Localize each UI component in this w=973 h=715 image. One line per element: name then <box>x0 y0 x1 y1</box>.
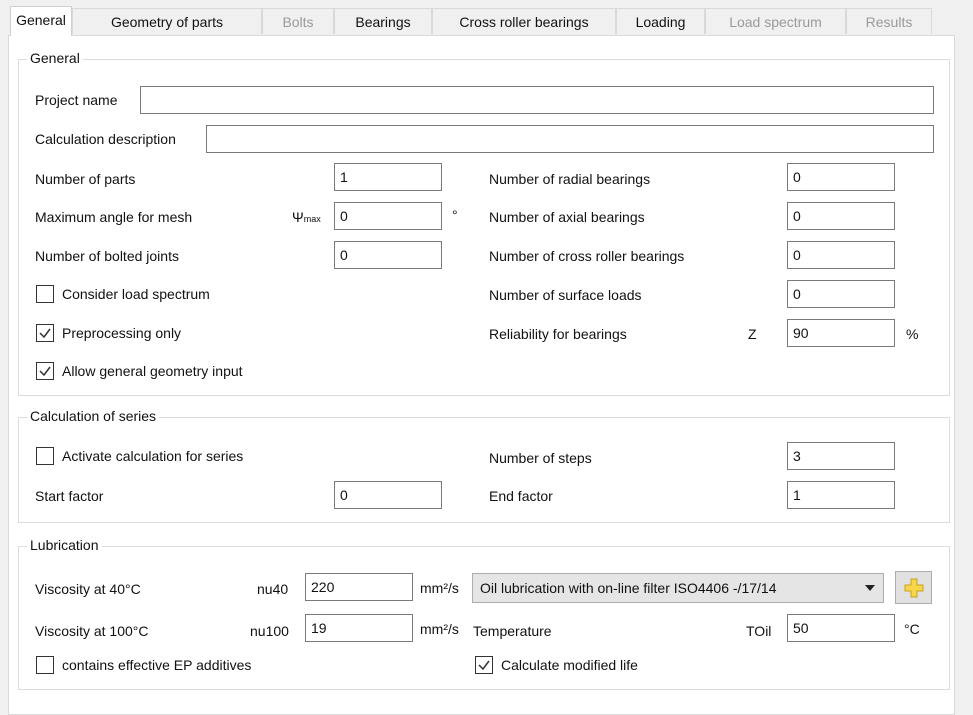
degree-unit: ° <box>452 207 458 223</box>
num-axial-input[interactable]: 0 <box>787 202 895 230</box>
start-factor-label: Start factor <box>35 488 104 504</box>
num-axial-label: Number of axial bearings <box>489 209 645 225</box>
temperature-input[interactable]: 50 <box>787 614 895 642</box>
preprocessing-only-checkbox[interactable] <box>36 324 54 342</box>
start-factor-input[interactable]: 0 <box>334 481 442 509</box>
group-title: Calculation of series <box>27 408 160 424</box>
check-icon <box>478 660 490 671</box>
temperature-symbol: TOil <box>746 623 772 639</box>
calc-description-input[interactable] <box>206 125 934 153</box>
check-icon <box>39 366 51 377</box>
temperature-label: Temperature <box>473 623 552 639</box>
tab-results[interactable]: Results <box>846 8 932 34</box>
num-radial-input[interactable]: 0 <box>787 163 895 191</box>
activate-series-checkbox[interactable] <box>36 447 54 465</box>
allow-general-geometry-checkbox[interactable] <box>36 362 54 380</box>
visc100-label: Viscosity at 100°C <box>35 623 149 639</box>
num-cross-input[interactable]: 0 <box>787 241 895 269</box>
modified-life-checkbox[interactable] <box>475 656 493 674</box>
reliability-input[interactable]: 90 <box>787 319 895 347</box>
reliability-label: Reliability for bearings <box>489 326 627 342</box>
num-steps-label: Number of steps <box>489 450 592 466</box>
tab-cross-roller-bearings[interactable]: Cross roller bearings <box>432 8 616 34</box>
project-name-input[interactable] <box>140 86 934 114</box>
visc40-unit: mm²/s <box>420 580 459 596</box>
preprocessing-only-label: Preprocessing only <box>62 325 182 341</box>
visc40-label: Viscosity at 40°C <box>35 581 141 597</box>
celsius-unit: °C <box>904 621 920 637</box>
reliability-symbol: Z <box>748 326 757 342</box>
num-steps-input[interactable]: 3 <box>787 442 895 470</box>
percent-unit: % <box>906 326 919 342</box>
check-icon <box>39 328 51 339</box>
end-factor-input[interactable]: 1 <box>787 481 895 509</box>
num-parts-input[interactable]: 1 <box>334 163 442 191</box>
group-general: General <box>18 50 950 396</box>
tab-loading[interactable]: Loading <box>616 8 705 34</box>
num-radial-label: Number of radial bearings <box>489 171 651 187</box>
group-lubrication: Lubrication <box>18 537 950 690</box>
activate-series-label: Activate calculation for series <box>62 448 244 464</box>
symbol-sub: max <box>303 214 321 224</box>
max-angle-input[interactable]: 0 <box>334 202 442 230</box>
ep-additives-label: contains effective EP additives <box>62 657 252 673</box>
allow-general-geometry-label: Allow general geometry input <box>62 363 243 379</box>
visc100-symbol: nu100 <box>250 623 289 639</box>
visc100-input[interactable]: 19 <box>305 614 413 642</box>
tab-bearings[interactable]: Bearings <box>334 8 432 34</box>
num-cross-label: Number of cross roller bearings <box>489 248 685 264</box>
lubrication-type-dropdown[interactable]: Oil lubrication with on-line filter ISO4… <box>472 573 884 603</box>
visc40-input[interactable]: 220 <box>305 573 413 601</box>
project-name-label: Project name <box>35 92 118 108</box>
num-surface-label: Number of surface loads <box>489 287 642 303</box>
tab-bolts[interactable]: Bolts <box>262 8 334 34</box>
group-title: General <box>27 50 83 66</box>
tab-load-spectrum[interactable]: Load spectrum <box>705 8 846 34</box>
num-parts-label: Number of parts <box>35 171 136 187</box>
modified-life-label: Calculate modified life <box>501 657 638 673</box>
calc-description-label: Calculation description <box>35 131 176 147</box>
end-factor-label: End factor <box>489 488 553 504</box>
chevron-down-icon <box>865 585 875 591</box>
max-angle-label: Maximum angle for mesh <box>35 209 193 225</box>
symbol: Ψ <box>292 209 304 225</box>
dropdown-selected: Oil lubrication with on-line filter ISO4… <box>480 580 777 596</box>
ep-additives-checkbox[interactable] <box>36 656 54 674</box>
visc100-unit: mm²/s <box>420 621 459 637</box>
plus-icon <box>904 578 924 598</box>
group-calculation-of-series: Calculation of series <box>18 408 950 523</box>
tab-general[interactable]: General <box>10 6 72 36</box>
num-surface-input[interactable]: 0 <box>787 280 895 308</box>
tab-geometry-of-parts[interactable]: Geometry of parts <box>72 8 262 34</box>
add-lubricant-button[interactable] <box>895 571 932 604</box>
consider-load-spectrum-label: Consider load spectrum <box>62 286 210 302</box>
consider-load-spectrum-checkbox[interactable] <box>36 285 54 303</box>
num-bolted-input[interactable]: 0 <box>334 241 442 269</box>
group-title: Lubrication <box>27 537 102 553</box>
num-bolted-label: Number of bolted joints <box>35 248 179 264</box>
visc40-symbol: nu40 <box>257 581 289 597</box>
psi-max-symbol: Ψmax <box>292 208 321 228</box>
